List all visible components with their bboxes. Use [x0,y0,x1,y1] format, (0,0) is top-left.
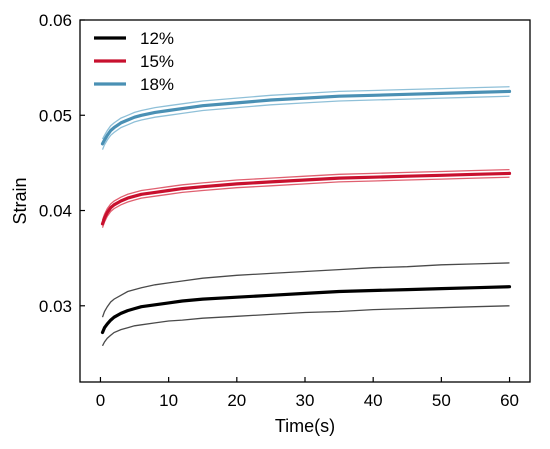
y-tick-label: 0.03 [39,297,72,316]
series-0 [100,262,512,347]
series-upper-bound-line [101,86,510,140]
series-lower-bound-line [101,95,510,150]
legend-label: 18% [140,75,174,94]
series-mean-line [100,89,512,146]
axes-layer: 0 10 20 30 40 50 60 0.03 0.04 0.05 0.06 [39,11,519,410]
y-tick-label: 0.05 [39,106,72,125]
series-2 [100,86,512,150]
x-tick-label: 50 [432,391,451,410]
x-tick-label: 0 [96,391,105,410]
x-axis-label: Time(s) [275,416,335,436]
legend-label: 12% [140,29,174,48]
series-mean-line [100,285,512,335]
legend-item: 15% [94,52,174,71]
series-upper-bound-line [101,262,510,318]
series-lower-bound-line [101,176,510,228]
x-tick-label: 10 [159,391,178,410]
legend-item: 18% [94,75,174,94]
legend-item: 12% [94,29,174,48]
legend-label: 15% [140,52,174,71]
series-layer [100,86,512,347]
x-tick-label: 30 [296,391,315,410]
series-1 [100,168,512,228]
series-lower-bound-line [101,305,510,347]
x-tick-label: 20 [227,391,246,410]
x-tick-label: 40 [364,391,383,410]
y-tick-label: 0.04 [39,202,72,221]
series-mean-line [100,171,512,226]
series-upper-bound-line [101,168,510,221]
y-axis-label: Strain [10,177,30,224]
x-tick-label: 60 [500,391,519,410]
legend: 12% 15% 18% [94,29,174,94]
y-tick-label: 0.06 [39,11,72,30]
